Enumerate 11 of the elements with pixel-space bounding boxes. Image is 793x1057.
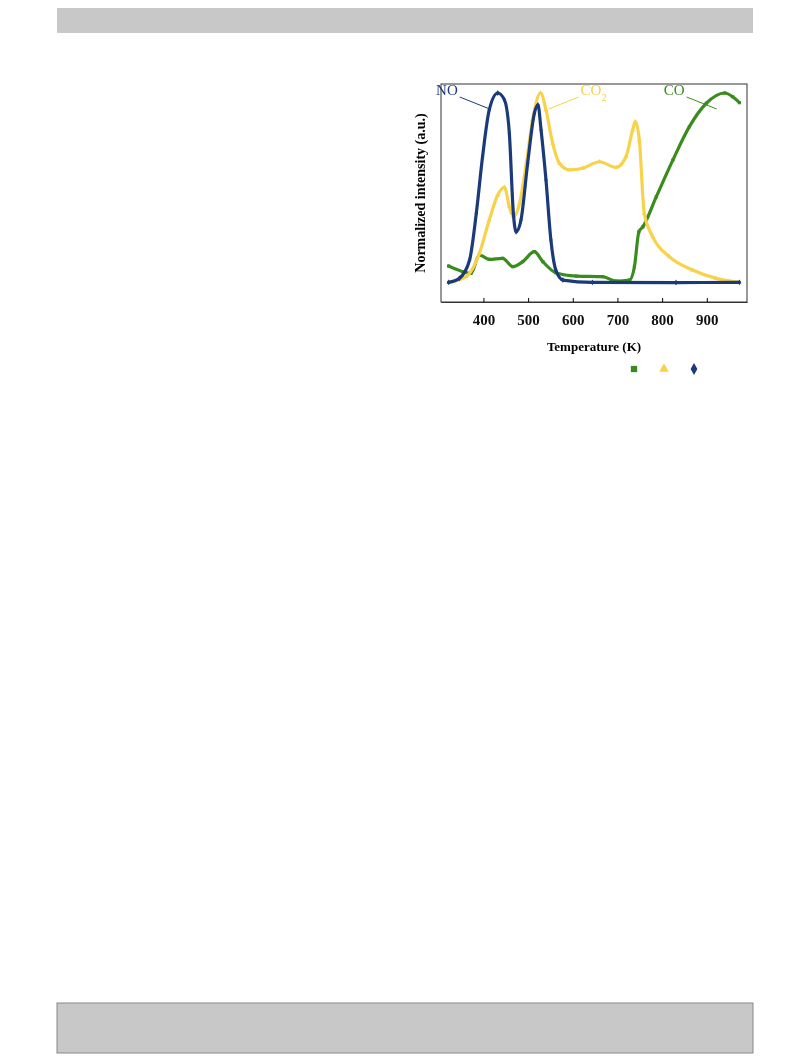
x-tick-label: 500 bbox=[517, 311, 540, 328]
y-axis-title: Normalized intensity (a.u.) bbox=[413, 112, 429, 273]
series-label: CO bbox=[663, 82, 685, 98]
x-tick-label: 900 bbox=[696, 311, 719, 328]
x-tick-label: 700 bbox=[606, 311, 630, 328]
text: NO bbox=[436, 82, 458, 98]
x-tick-label: 800 bbox=[651, 311, 674, 328]
text: CO$_{2}$ bbox=[580, 82, 607, 103]
x-axis-title: Temperature (K) bbox=[546, 339, 642, 354]
x-tick-label: 600 bbox=[562, 311, 585, 328]
x-tick-label: 400 bbox=[472, 311, 496, 328]
